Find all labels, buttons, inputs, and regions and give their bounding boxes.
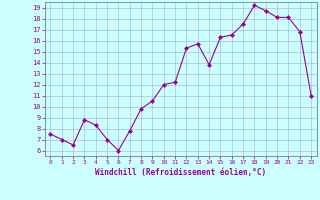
X-axis label: Windchill (Refroidissement éolien,°C): Windchill (Refroidissement éolien,°C) [95, 168, 266, 177]
